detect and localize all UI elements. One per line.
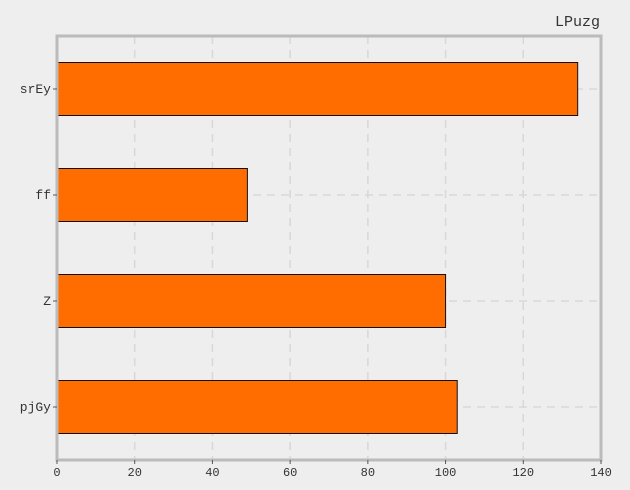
x-tick-label: 60 bbox=[283, 466, 297, 480]
y-tick-label: ff bbox=[35, 188, 51, 203]
bars bbox=[56, 62, 579, 434]
x-tick-label: 80 bbox=[361, 466, 375, 480]
x-tick-label: 140 bbox=[590, 466, 612, 480]
chart-title: LPuzg bbox=[555, 14, 600, 31]
y-tick-label: pjGy bbox=[20, 400, 51, 415]
plot-frame bbox=[55, 34, 603, 462]
bar-ff bbox=[56, 168, 248, 222]
x-tick-label: 40 bbox=[205, 466, 219, 480]
bar-srEy bbox=[56, 62, 579, 116]
bar-Z bbox=[56, 274, 447, 328]
x-tick-label: 120 bbox=[512, 466, 534, 480]
x-tick-label: 20 bbox=[128, 466, 142, 480]
y-tick-label: srEy bbox=[20, 82, 51, 97]
y-tick-label: Z bbox=[43, 294, 51, 309]
bar-pjGy bbox=[56, 380, 458, 434]
x-tick-label: 100 bbox=[435, 466, 457, 480]
x-tick-label: 0 bbox=[53, 466, 60, 480]
